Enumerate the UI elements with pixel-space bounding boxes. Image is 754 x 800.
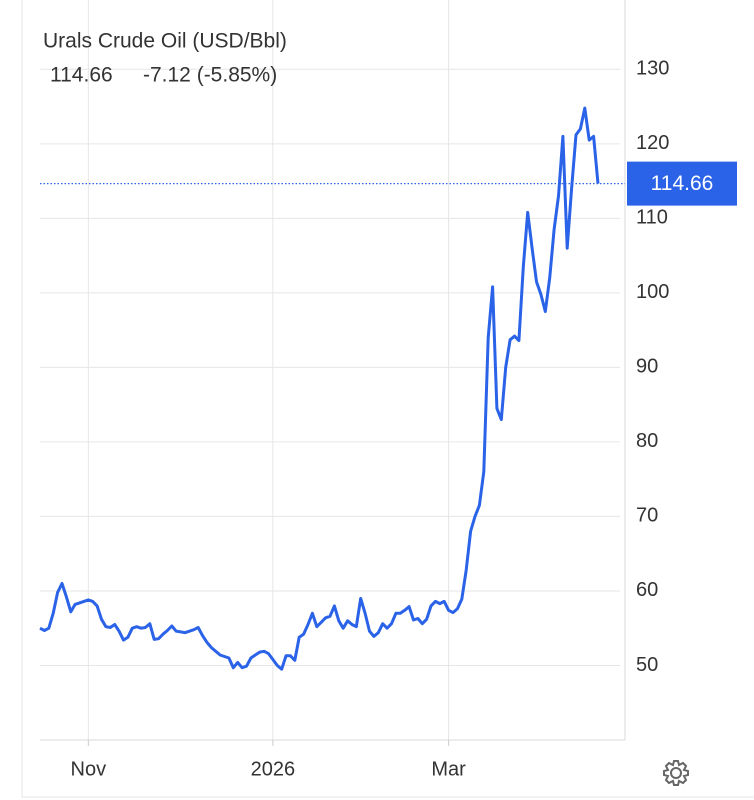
settings-icon[interactable] <box>663 760 689 786</box>
y-tick-label: 130 <box>636 58 669 80</box>
y-tick-label: 120 <box>636 132 669 154</box>
x-tick-label: 2026 <box>251 758 296 780</box>
y-tick-label: 60 <box>636 579 658 601</box>
x-tick-label: Mar <box>431 758 466 780</box>
y-tick-label: 100 <box>636 281 669 303</box>
price-line <box>39 106 600 671</box>
y-tick-label: 70 <box>636 505 658 527</box>
price-tag <box>627 161 737 206</box>
x-tick-label: Nov <box>71 758 107 780</box>
y-tick-label: 90 <box>636 356 658 378</box>
chart-title: Urals Crude Oil (USD/Bbl) <box>43 30 287 53</box>
last-price: 114.66 <box>50 64 113 87</box>
grid <box>40 0 620 740</box>
price-change: -7.12 (-5.85%) <box>143 64 277 87</box>
y-tick-label: 110 <box>636 207 668 229</box>
y-tick-label: 80 <box>636 430 658 452</box>
price-tag-label: 114.66 <box>651 172 714 195</box>
y-tick-label: 50 <box>636 654 658 676</box>
frame <box>21 0 754 798</box>
